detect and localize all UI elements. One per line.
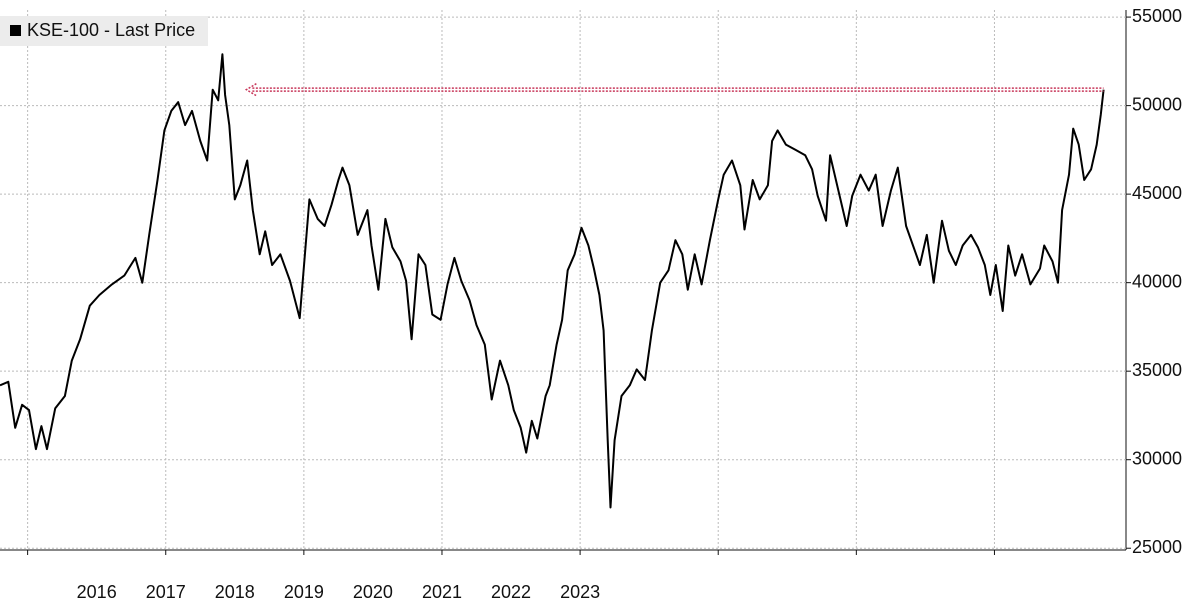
y-tick-label: 35000 xyxy=(1132,360,1182,380)
x-tick-label: 2018 xyxy=(215,582,255,602)
y-tick-label: 45000 xyxy=(1132,183,1182,203)
x-tick-label: 2017 xyxy=(146,582,186,602)
legend-label: KSE-100 - Last Price xyxy=(27,20,195,40)
legend-swatch xyxy=(10,25,21,36)
x-tick-label: 2023 xyxy=(560,582,600,602)
y-tick-label: 25000 xyxy=(1132,537,1182,557)
arrow-head xyxy=(244,83,257,97)
y-tick-label: 55000 xyxy=(1132,6,1182,26)
y-tick-label: 40000 xyxy=(1132,271,1182,291)
x-tick-label: 2022 xyxy=(491,582,531,602)
legend-box xyxy=(0,16,208,46)
x-tick-label: 2019 xyxy=(284,582,324,602)
y-tick-label: 50000 xyxy=(1132,94,1182,114)
price-line xyxy=(0,53,1105,509)
x-tick-label: 2020 xyxy=(353,582,393,602)
y-tick-label: 30000 xyxy=(1132,448,1182,468)
x-tick-label: 2016 xyxy=(77,582,117,602)
x-tick-label: 2021 xyxy=(422,582,462,602)
